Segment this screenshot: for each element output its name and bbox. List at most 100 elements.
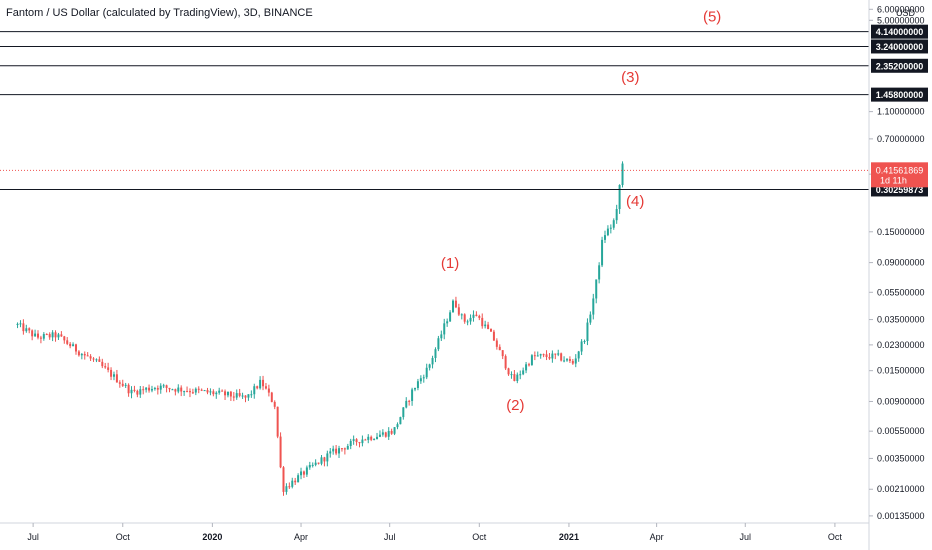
price-tick-label: 0.00900000	[877, 396, 925, 406]
candle-body	[247, 394, 250, 398]
candle-body	[606, 228, 609, 236]
candle-body	[60, 334, 63, 337]
candle-body	[481, 317, 484, 327]
candle-body	[148, 387, 151, 391]
candle-body	[98, 359, 101, 362]
candle-body	[565, 359, 568, 361]
candle-body	[355, 439, 358, 443]
price-tick-label: 0.00550000	[877, 426, 925, 436]
time-tick-label: Oct	[828, 532, 843, 542]
candle-body	[42, 334, 45, 339]
candle-body	[396, 424, 399, 428]
candle-body	[77, 351, 80, 356]
candle-body	[153, 388, 156, 390]
candle-body	[142, 389, 145, 391]
wave-label: (3)	[621, 69, 639, 86]
candle-body	[326, 453, 329, 462]
candle-body	[545, 354, 548, 358]
candle-body	[381, 432, 384, 435]
candle-body	[428, 364, 431, 368]
candle-body	[399, 417, 402, 425]
candle-body	[551, 353, 554, 359]
level-tag-label: 3.24000000	[876, 42, 924, 52]
price-tick-label: 0.05500000	[877, 287, 925, 297]
candle-body	[133, 389, 136, 391]
candle-body	[361, 439, 364, 444]
candle-body	[145, 387, 148, 390]
candle-body	[323, 457, 326, 462]
candle-body	[618, 185, 621, 210]
candle-body	[267, 388, 270, 393]
candle-body	[188, 391, 191, 393]
candle-body	[314, 462, 317, 465]
candle-body	[419, 378, 422, 382]
candle-body	[595, 279, 598, 299]
candle-body	[615, 209, 618, 221]
candle-body	[376, 436, 379, 440]
level-tag	[871, 24, 928, 39]
time-axis[interactable]: Jul Oct 2020 Apr Jul Oct 2021 Apr Jul Oct	[27, 523, 842, 542]
candle-body	[358, 442, 361, 444]
candle-body	[402, 407, 405, 418]
candle-body	[69, 343, 72, 347]
candle-body	[504, 356, 507, 369]
candle-body	[226, 391, 229, 396]
candle-body	[311, 464, 314, 466]
wave-label: (2)	[506, 397, 524, 414]
candle-body	[121, 383, 124, 386]
candle-body	[19, 323, 22, 325]
candle-body	[332, 448, 335, 452]
candle-body	[194, 388, 197, 393]
time-tick-label: 2020	[202, 532, 222, 542]
candle-body	[110, 369, 113, 377]
candle-body	[74, 344, 77, 352]
level-tag-label: 2.35200000	[876, 61, 924, 71]
candle-body	[405, 400, 408, 408]
candle-body	[130, 389, 133, 394]
wave-label: (1)	[441, 255, 459, 272]
candle-body	[89, 356, 92, 359]
current-price-tag	[871, 162, 928, 188]
candle-body	[519, 374, 522, 376]
time-tick-label: Oct	[472, 532, 487, 542]
candle-body	[475, 314, 478, 316]
candle-body	[16, 323, 19, 325]
candle-body	[183, 391, 186, 393]
wave-label: (5)	[703, 9, 721, 26]
candle-body	[209, 391, 212, 393]
price-tick-label: 0.70000000	[877, 134, 925, 144]
candle-body	[174, 389, 177, 392]
candle-body	[112, 374, 115, 377]
candle-body	[165, 385, 168, 388]
candle-body	[253, 386, 256, 395]
price-tick-label: 0.01500000	[877, 366, 925, 376]
price-tick-label: 0.15000000	[877, 227, 925, 237]
candle-body	[560, 353, 563, 361]
candle-body	[291, 480, 294, 487]
price-tick-label: 1.10000000	[877, 107, 925, 117]
candle-body	[139, 389, 142, 395]
candle-body	[592, 298, 595, 315]
candle-body	[598, 265, 601, 280]
candle-body	[434, 349, 437, 359]
candle-body	[501, 350, 504, 357]
candle-body	[162, 385, 165, 387]
wave-labels: (1) (2) (3) (4) (5)	[441, 9, 721, 415]
candle-body	[282, 467, 285, 492]
time-tick-label: Jul	[384, 532, 396, 542]
candle-body	[513, 374, 516, 381]
candle-body	[72, 344, 75, 347]
current-price-value: 0.41561869	[876, 165, 924, 175]
price-tick-label: 0.09000000	[877, 258, 925, 268]
price-tags: 4.14000000 3.24000000 2.35200000 1.45800000…	[871, 24, 928, 197]
candle-body	[352, 439, 355, 441]
candle-body	[393, 427, 396, 434]
candle-body	[136, 390, 139, 395]
candle-body	[525, 364, 528, 371]
candle-body	[603, 235, 606, 240]
candle-body	[416, 381, 419, 389]
level-tag	[871, 58, 928, 73]
candle-body	[92, 358, 95, 360]
